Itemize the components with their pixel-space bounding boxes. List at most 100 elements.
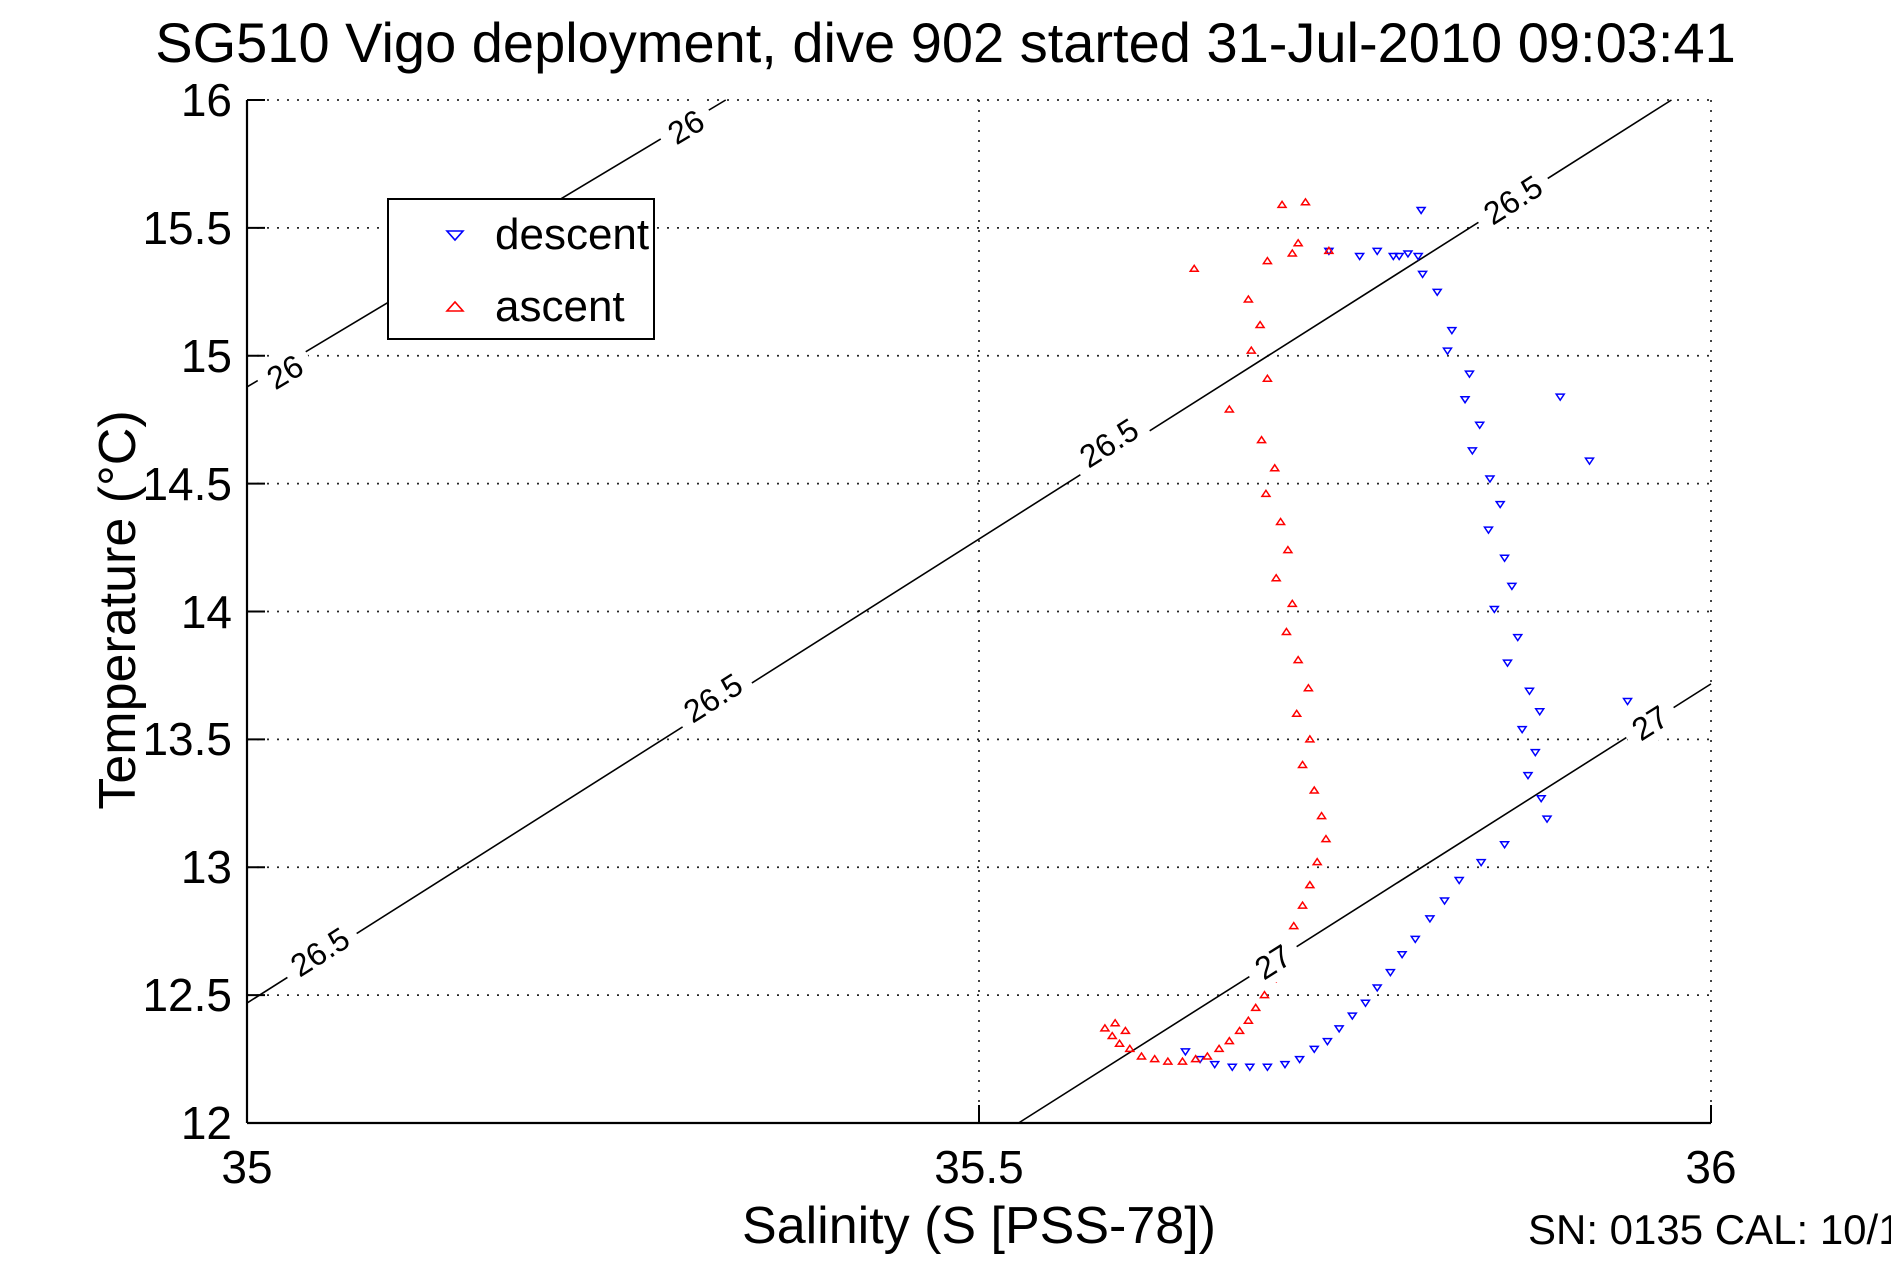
y-tick-label: 15 — [180, 329, 232, 382]
ascent-data-marker — [1282, 545, 1294, 554]
ascent-data-marker — [1275, 517, 1286, 526]
ascent-data-marker — [1269, 463, 1281, 472]
ascent-data-marker — [1286, 598, 1298, 608]
ascent-data-marker — [1223, 404, 1235, 413]
ascent-data-marker — [1304, 880, 1316, 889]
ascent-data-marker — [1223, 1036, 1235, 1045]
descent-data-marker — [1262, 1063, 1273, 1072]
ascent-data-marker — [1316, 811, 1327, 820]
y-tick-label: 13 — [180, 841, 232, 894]
descent-data-marker — [1322, 1037, 1333, 1047]
descent-data-marker — [1439, 897, 1450, 906]
ascent-data-marker — [1260, 489, 1272, 498]
ascent-data-marker — [1213, 1043, 1225, 1053]
y-tick-label: 14.5 — [142, 457, 232, 510]
y-tick-label: 12 — [180, 1097, 232, 1149]
ascent-data-marker — [1190, 1054, 1202, 1063]
legend-label-ascent: ascent — [495, 282, 625, 331]
descent-data-marker — [1453, 876, 1465, 885]
x-tick-label: 36 — [1685, 1141, 1737, 1193]
descent-data-marker — [1494, 500, 1506, 509]
ascent-data-marker — [1270, 573, 1282, 582]
descent-data-marker — [1522, 771, 1534, 781]
descent-data-marker — [1424, 915, 1436, 924]
y-tick-label: 16 — [180, 74, 232, 126]
serial-calibration-note: SN: 0135 CAL: 10/1 — [1528, 1206, 1891, 1253]
descent-data-marker — [1393, 252, 1405, 261]
descent-data-marker — [1466, 447, 1478, 456]
ascent-data-marker — [1262, 373, 1273, 383]
descent-data-marker — [1371, 247, 1383, 256]
ascent-data-marker — [1242, 294, 1254, 303]
ascent-marker-icon — [445, 300, 465, 312]
y-tick-label: 13.5 — [142, 713, 232, 766]
descent-data-marker — [1535, 794, 1547, 804]
descent-data-marker — [1180, 1048, 1191, 1057]
descent-data-marker — [1346, 1012, 1358, 1021]
ascent-data-marker — [1262, 256, 1273, 265]
ascent-data-marker — [1292, 655, 1304, 664]
ascent-data-marker — [1201, 1051, 1213, 1060]
descent-data-marker — [1524, 687, 1535, 696]
descent-data-marker — [1431, 288, 1443, 297]
ascent-data-marker — [1109, 1018, 1121, 1027]
ascent-data-marker — [1114, 1038, 1125, 1047]
descent-data-marker — [1360, 999, 1371, 1008]
ascent-data-marker — [1302, 683, 1314, 692]
y-axis-label: Temperature (°C) — [89, 410, 147, 810]
x-axis-label: Salinity (S [PSS-78]) — [742, 1197, 1216, 1255]
descent-data-marker — [1512, 633, 1524, 642]
y-tick-label: 12.5 — [142, 969, 232, 1022]
ascent-data-marker — [1254, 320, 1266, 329]
descent-data-marker — [1622, 697, 1633, 706]
isopycnal-contour-27 — [1018, 683, 1712, 1124]
y-tick-label: 14 — [180, 585, 232, 638]
chart-title: SG510 Vigo deployment, dive 902 started … — [155, 11, 1736, 74]
ascent-data-marker — [1291, 708, 1303, 718]
descent-data-marker — [1396, 950, 1408, 960]
descent-data-marker — [1483, 526, 1494, 535]
descent-data-marker — [1499, 840, 1510, 850]
ascent-data-marker — [1323, 246, 1335, 255]
descent-data-marker — [1333, 1025, 1345, 1034]
descent-data-marker — [1412, 252, 1424, 261]
ascent-data-marker — [1297, 900, 1308, 909]
descent-data-marker — [1529, 748, 1541, 758]
descent-data-marker — [1516, 725, 1528, 734]
descent-data-marker — [1409, 935, 1421, 944]
descent-data-marker — [1387, 252, 1399, 261]
ascent-data-marker — [1308, 785, 1320, 794]
descent-data-marker — [1308, 1045, 1320, 1054]
ascent-data-marker — [1245, 345, 1257, 354]
y-tick-label: 15.5 — [142, 201, 232, 254]
descent-data-marker — [1244, 1063, 1256, 1072]
ascent-data-marker — [1250, 1003, 1262, 1012]
descent-data-marker — [1402, 250, 1414, 259]
legend-label-descent: descent — [495, 210, 650, 259]
descent-data-marker — [1209, 1060, 1221, 1070]
descent-marker-icon — [445, 230, 465, 242]
descent-data-marker — [1226, 1063, 1238, 1072]
descent-data-marker — [1488, 605, 1500, 614]
ascent-data-marker — [1177, 1056, 1188, 1065]
ascent-data-marker — [1276, 200, 1288, 209]
x-tick-label: 35.5 — [934, 1141, 1024, 1193]
ascent-data-marker — [1286, 248, 1298, 257]
descent-data-marker — [1484, 475, 1496, 484]
legend-entry-descent: descent — [389, 210, 653, 260]
ascent-data-marker — [1292, 238, 1304, 247]
legend-entry-ascent: ascent — [389, 282, 653, 332]
ascent-data-marker — [1119, 1026, 1131, 1035]
ascent-data-marker — [1106, 1031, 1118, 1040]
descent-data-marker — [1534, 707, 1546, 717]
descent-data-marker — [1554, 393, 1566, 402]
ascent-data-marker — [1256, 435, 1267, 444]
descent-data-marker — [1506, 582, 1518, 591]
descent-data-marker — [1475, 858, 1487, 867]
legend: descent ascent — [387, 198, 655, 340]
ascent-data-marker — [1281, 627, 1292, 636]
ascent-data-marker — [1304, 734, 1316, 743]
ascent-data-marker — [1188, 263, 1200, 273]
x-tick-label: 35 — [221, 1141, 273, 1193]
